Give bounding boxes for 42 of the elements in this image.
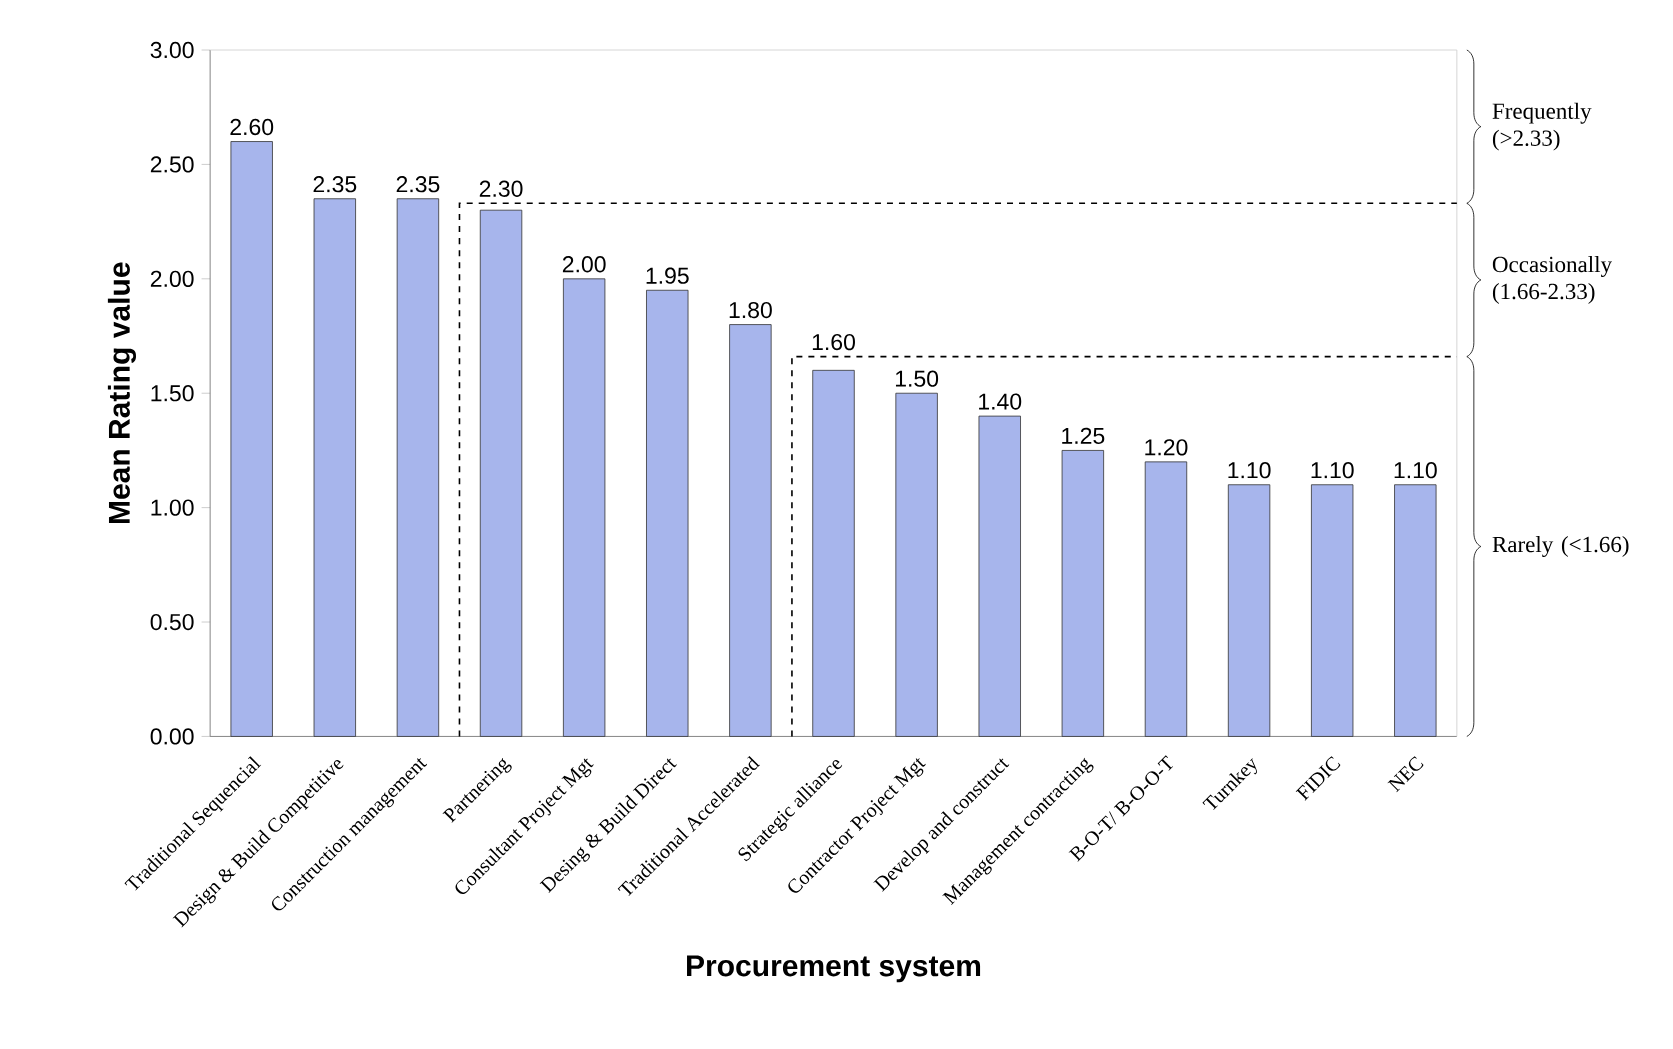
- data-label: 1.50: [895, 370, 939, 387]
- data-label: 1.40: [979, 393, 1022, 410]
- text: Frequently (>2.33): [1492, 102, 1592, 151]
- y-tick-label: 1.00: [151, 499, 194, 516]
- data-label: 2.35: [313, 176, 357, 193]
- data-label: 1.60: [812, 334, 855, 351]
- bar: [230, 141, 273, 738]
- x-axis-title: Procurement system: [687, 955, 981, 983]
- bar: [562, 278, 606, 738]
- bar: [729, 324, 772, 738]
- data-label: 1.10: [1228, 462, 1271, 479]
- bar: [313, 198, 356, 738]
- y-axis-title: Mean Rating value: [107, 262, 136, 524]
- y-tick-label: 2.50: [150, 156, 194, 173]
- text: Rarely (<1.66): [1492, 536, 1629, 558]
- data-label: 2.35: [396, 176, 440, 193]
- bar: [978, 415, 1021, 738]
- bar: [1311, 484, 1354, 738]
- bar: [1227, 484, 1271, 738]
- data-label: 2.60: [230, 119, 274, 136]
- bar: [812, 370, 855, 738]
- data-label: 1.10: [1311, 462, 1354, 479]
- bar: [479, 209, 523, 738]
- data-label: 1.80: [729, 302, 772, 319]
- bar: [396, 198, 440, 738]
- bar: [1144, 461, 1188, 738]
- text: Occasionally (1.66-2.33): [1492, 256, 1612, 305]
- y-tick-label: 0.00: [150, 728, 194, 745]
- data-label: 1.95: [646, 267, 689, 285]
- data-label: 1.20: [1145, 439, 1188, 456]
- data-label: 1.10: [1394, 462, 1437, 479]
- bar: [895, 393, 938, 738]
- y-tick-label: 1.50: [151, 385, 194, 402]
- data-label: 2.30: [479, 180, 523, 198]
- bar: [1061, 450, 1105, 738]
- y-tick-label: 0.50: [150, 614, 194, 631]
- y-tick-label: 3.00: [150, 42, 194, 59]
- bar: [1394, 484, 1437, 738]
- bar: [646, 290, 689, 738]
- data-label: 2.00: [562, 256, 606, 273]
- y-tick-label: 2.00: [150, 270, 194, 288]
- data-label: 1.25: [1062, 427, 1105, 445]
